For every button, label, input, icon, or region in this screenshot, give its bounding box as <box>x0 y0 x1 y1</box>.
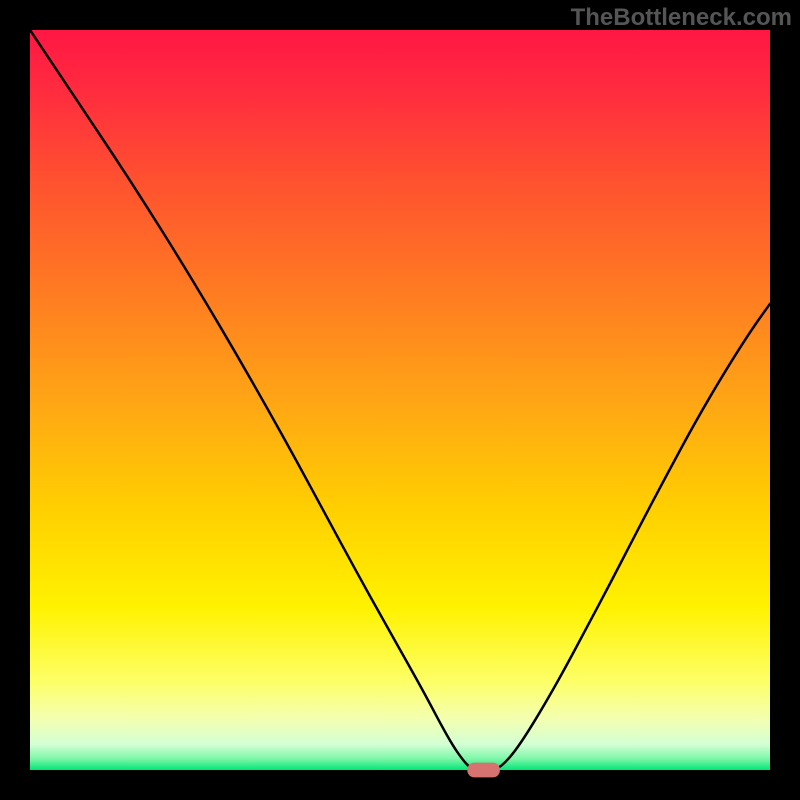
chart-svg <box>0 0 800 800</box>
optimal-marker <box>467 763 500 778</box>
watermark-text: TheBottleneck.com <box>571 4 792 32</box>
bottleneck-chart: TheBottleneck.com <box>0 0 800 800</box>
chart-gradient-bg <box>30 30 770 770</box>
